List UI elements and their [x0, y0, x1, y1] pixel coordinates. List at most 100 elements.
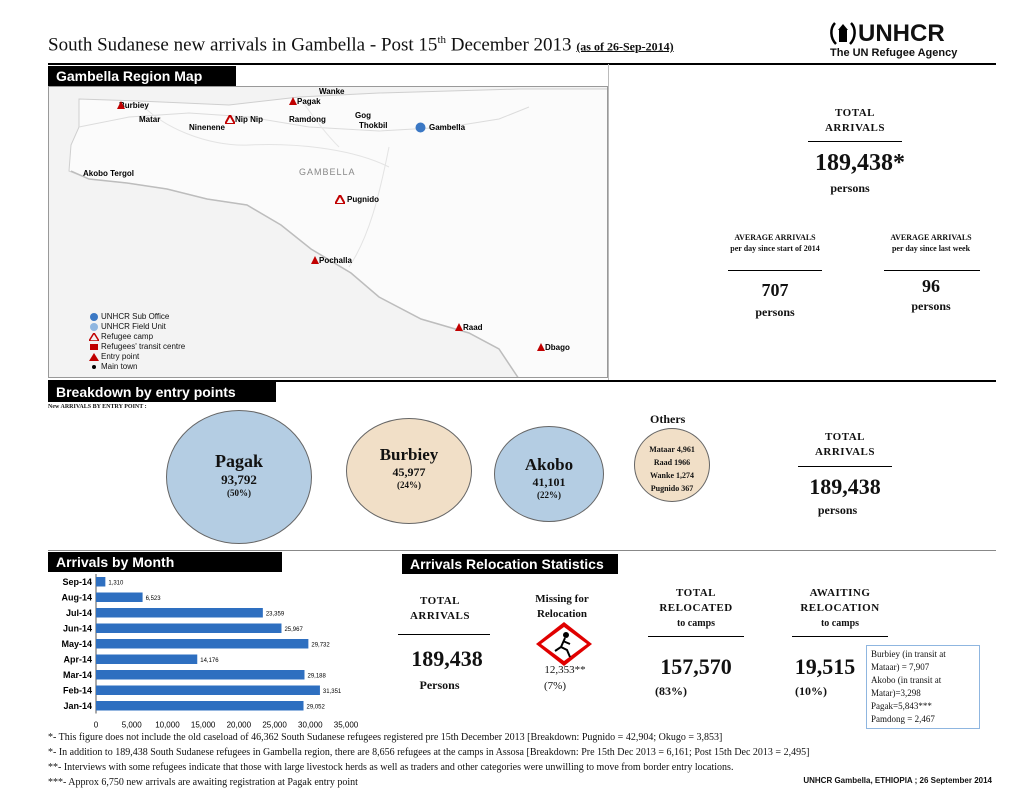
total-arrivals-value: 189,438* [815, 150, 905, 176]
x-tick-label: 5,000 [122, 721, 143, 730]
legend-item: Entry point [101, 352, 140, 361]
others-list: Mataar 4,961 Raad 1966 Wanke 1,274 Pugni… [635, 443, 709, 495]
rule [792, 636, 888, 637]
legend-item: UNHCR Field Unit [101, 322, 166, 331]
refugee-camp-icon [89, 333, 99, 341]
bar [96, 701, 304, 711]
y-tick-label: Mar-14 [63, 670, 92, 680]
x-tick-label: 10,000 [155, 721, 180, 730]
entry-pct: (22%) [537, 490, 561, 500]
map-place: Dbago [545, 343, 570, 352]
map-place: Akobo Tergol [83, 169, 134, 178]
footnote: **- Interviews with some refugees indica… [48, 762, 734, 773]
x-tick-label: 25,000 [262, 721, 287, 730]
bar [96, 592, 143, 602]
entry-total-label: TOTAL ARRIVALS [814, 431, 876, 458]
map-place: Pagak [297, 97, 321, 106]
region-label: GAMBELLA [299, 167, 356, 177]
y-tick-label: Feb-14 [63, 685, 92, 695]
map-place: Ninenene [189, 123, 226, 132]
bar [96, 608, 263, 618]
avg-week-label: AVERAGE ARRIVALS per day since last week [890, 233, 972, 253]
map-place: Gog [355, 111, 371, 120]
header-rule [48, 63, 996, 65]
others-item: Raad 1966 [653, 458, 691, 467]
missing-pct: (7%) [544, 680, 566, 692]
rule [884, 270, 980, 271]
entry-point-icon [117, 101, 125, 109]
y-tick-label: Jul-14 [66, 608, 92, 618]
title-sup: th [437, 34, 446, 46]
y-tick-label: Aug-14 [61, 592, 92, 602]
unhcr-logo: UNHCR The UN Refugee Agency [828, 20, 983, 62]
rule [798, 466, 892, 467]
breakdown-item: Pagak=5,843*** [871, 701, 932, 711]
field-unit-icon [90, 323, 98, 331]
entry-total-value: 189,438 [809, 474, 881, 499]
legend-item: Refugee camp [101, 332, 154, 341]
sub-office-icon [90, 313, 98, 321]
awaiting-pct: (10%) [795, 684, 827, 698]
entry-point-icon [311, 256, 319, 264]
footnote: ***- Approx 6,750 new arrivals are await… [48, 777, 358, 788]
logo-tagline: The UN Refugee Agency [830, 47, 958, 59]
footnote: *- In addition to 189,438 South Sudanese… [48, 747, 810, 758]
entry-pct: (24%) [397, 480, 421, 490]
bar [96, 654, 198, 664]
y-tick-label: May-14 [61, 639, 92, 649]
data-label: 1,310 [108, 580, 124, 586]
section-rule [48, 550, 996, 551]
map-place: Matar [139, 115, 161, 124]
entry-total-unit: persons [817, 503, 858, 517]
others-item: Pugnido 367 [650, 484, 694, 493]
entry-circle-burbiey: Burbiey 45,977 (24%) [346, 418, 472, 524]
entry-value: 93,792 [221, 472, 257, 487]
entry-section-label: Breakdown by entry points [48, 382, 276, 402]
awaiting-sub: to camps [820, 618, 860, 629]
bar [96, 639, 309, 649]
avg-start-label: AVERAGE ARRIVALS per day since start of … [730, 233, 820, 253]
missing-label: Missing for Relocation [535, 593, 589, 620]
map-place: Wanke [319, 87, 345, 96]
data-label: 31,351 [323, 689, 342, 695]
chart-title: Arrivals by Month [48, 552, 282, 572]
entry-point-icon [455, 323, 463, 331]
refugee-camp-icon [225, 115, 235, 124]
vertical-divider [608, 64, 609, 380]
others-label: Others [650, 412, 686, 426]
avg-week-value: 96 [922, 276, 940, 296]
others-item: Wanke 1,274 [649, 471, 694, 480]
relocated-pct: (83%) [655, 684, 687, 698]
section-rule [48, 380, 996, 382]
missing-value: 12,353** [544, 664, 586, 676]
x-tick-label: 15,000 [191, 721, 216, 730]
reloc-total-value: 189,438 [411, 646, 483, 671]
rule [648, 636, 744, 637]
awaiting-value: 19,515 [794, 654, 856, 679]
rule [398, 634, 490, 635]
map-section-label: Gambella Region Map [48, 66, 236, 86]
map-place: Pochalla [319, 256, 352, 265]
entry-subtitle: New ARRIVALS BY ENTRY POINT : [48, 404, 147, 410]
entry-point-icon [89, 353, 99, 361]
reloc-total-label: TOTAL ARRIVALS [409, 595, 471, 622]
y-tick-label: Jun-14 [63, 623, 92, 633]
entry-point-icon [289, 97, 297, 105]
sub-office-icon [415, 122, 426, 133]
x-tick-label: 30,000 [298, 721, 323, 730]
x-tick-label: 20,000 [227, 721, 252, 730]
awaiting-label: AWAITING RELOCATION [800, 587, 880, 614]
transit-centre-icon [90, 344, 98, 350]
relocated-sub: to camps [676, 618, 716, 629]
total-arrivals-label: TOTAL ARRIVALS [824, 107, 886, 134]
map-place: Burbiey [119, 101, 149, 110]
rule [808, 141, 902, 142]
refugee-camp-icon [335, 195, 345, 204]
warning-icon [536, 622, 592, 666]
y-tick-label: Apr-14 [63, 654, 92, 664]
entry-circle-others: Mataar 4,961 Raad 1966 Wanke 1,274 Pugni… [634, 428, 710, 502]
data-label: 29,052 [307, 704, 326, 710]
arrivals-bar-chart: Sep-14 1,310 Aug-14 6,523 Jul-14 23,359 Jun-14… [61, 574, 359, 730]
map-place: Raad [463, 323, 483, 332]
main-town-icon [92, 365, 96, 369]
